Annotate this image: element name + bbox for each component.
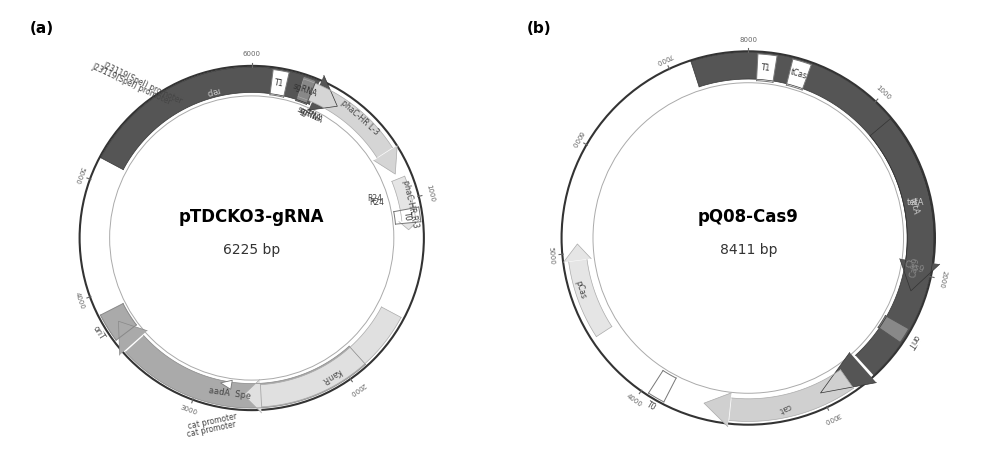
Polygon shape — [392, 176, 416, 221]
Polygon shape — [298, 79, 393, 158]
Text: (a): (a) — [30, 21, 54, 36]
Text: 2000: 2000 — [348, 381, 366, 396]
Text: 3000: 3000 — [823, 411, 841, 424]
Polygon shape — [900, 259, 940, 291]
Polygon shape — [394, 207, 421, 224]
Text: cat promoter: cat promoter — [187, 411, 238, 431]
Polygon shape — [270, 69, 289, 97]
Text: 6000: 6000 — [569, 129, 584, 148]
Polygon shape — [878, 316, 909, 342]
Text: 5000: 5000 — [547, 246, 555, 265]
Text: pTDCKO3-gRNA: pTDCKO3-gRNA — [179, 208, 324, 226]
Text: T0: T0 — [402, 211, 412, 221]
Text: KanR: KanR — [320, 367, 343, 386]
Text: 2000: 2000 — [937, 270, 947, 288]
Text: 1000: 1000 — [875, 85, 892, 101]
Text: T0: T0 — [645, 400, 657, 413]
Text: R24: R24 — [370, 198, 385, 207]
Text: sgRNA: sgRNA — [296, 105, 323, 124]
Text: 6000: 6000 — [243, 51, 261, 57]
Polygon shape — [221, 380, 232, 389]
Polygon shape — [564, 244, 591, 262]
Text: J23119(SpeI) promoter: J23119(SpeI) promoter — [102, 60, 184, 105]
Text: cat: cat — [777, 401, 792, 414]
Text: tCas: tCas — [789, 68, 808, 81]
Text: phaC-HR L-3: phaC-HR L-3 — [339, 99, 381, 137]
Polygon shape — [100, 304, 136, 340]
Polygon shape — [786, 59, 811, 90]
Text: 7000: 7000 — [655, 52, 674, 65]
Text: phaC-HR R-3: phaC-HR R-3 — [401, 179, 420, 229]
Text: cat promoter: cat promoter — [186, 419, 237, 438]
Polygon shape — [308, 75, 337, 110]
Polygon shape — [729, 370, 853, 421]
Text: T1: T1 — [274, 78, 284, 89]
Polygon shape — [261, 307, 401, 407]
Polygon shape — [296, 76, 316, 104]
Text: rep: rep — [204, 85, 220, 97]
Text: 4000: 4000 — [73, 291, 85, 310]
Text: 8411 bp: 8411 bp — [720, 243, 777, 257]
Polygon shape — [125, 336, 366, 408]
Polygon shape — [118, 321, 147, 355]
Text: pCas: pCas — [573, 279, 587, 300]
Polygon shape — [101, 67, 320, 169]
Text: 1000: 1000 — [425, 184, 435, 203]
Text: sgRNA: sgRNA — [298, 106, 325, 125]
Text: 6225 bp: 6225 bp — [223, 243, 280, 257]
Polygon shape — [757, 54, 777, 82]
Text: 8000: 8000 — [739, 37, 757, 43]
Text: 3000: 3000 — [179, 405, 198, 416]
Text: tetA: tetA — [908, 196, 920, 215]
Text: tetA: tetA — [907, 198, 924, 207]
Polygon shape — [244, 380, 262, 413]
Polygon shape — [691, 52, 934, 375]
Text: pQ08-Cas9: pQ08-Cas9 — [698, 208, 799, 226]
Text: J23119(SpeI) promoter: J23119(SpeI) promoter — [90, 62, 173, 107]
Text: R24: R24 — [367, 194, 382, 202]
Polygon shape — [649, 370, 676, 402]
Text: oriT: oriT — [91, 325, 107, 342]
Polygon shape — [399, 219, 420, 230]
Text: 5000: 5000 — [73, 166, 85, 185]
Text: (b): (b) — [526, 21, 551, 36]
Polygon shape — [821, 353, 876, 393]
Text: Cas9: Cas9 — [903, 259, 926, 275]
Text: 4000: 4000 — [626, 393, 644, 408]
Polygon shape — [870, 119, 934, 262]
Polygon shape — [374, 146, 397, 174]
Polygon shape — [569, 259, 612, 337]
Text: sgRNA: sgRNA — [292, 82, 319, 99]
Text: oriT: oriT — [906, 332, 921, 350]
Text: T1: T1 — [761, 63, 771, 73]
Text: aadA  Spe: aadA Spe — [208, 386, 252, 401]
Polygon shape — [704, 393, 731, 426]
Text: Cas9: Cas9 — [908, 257, 921, 278]
